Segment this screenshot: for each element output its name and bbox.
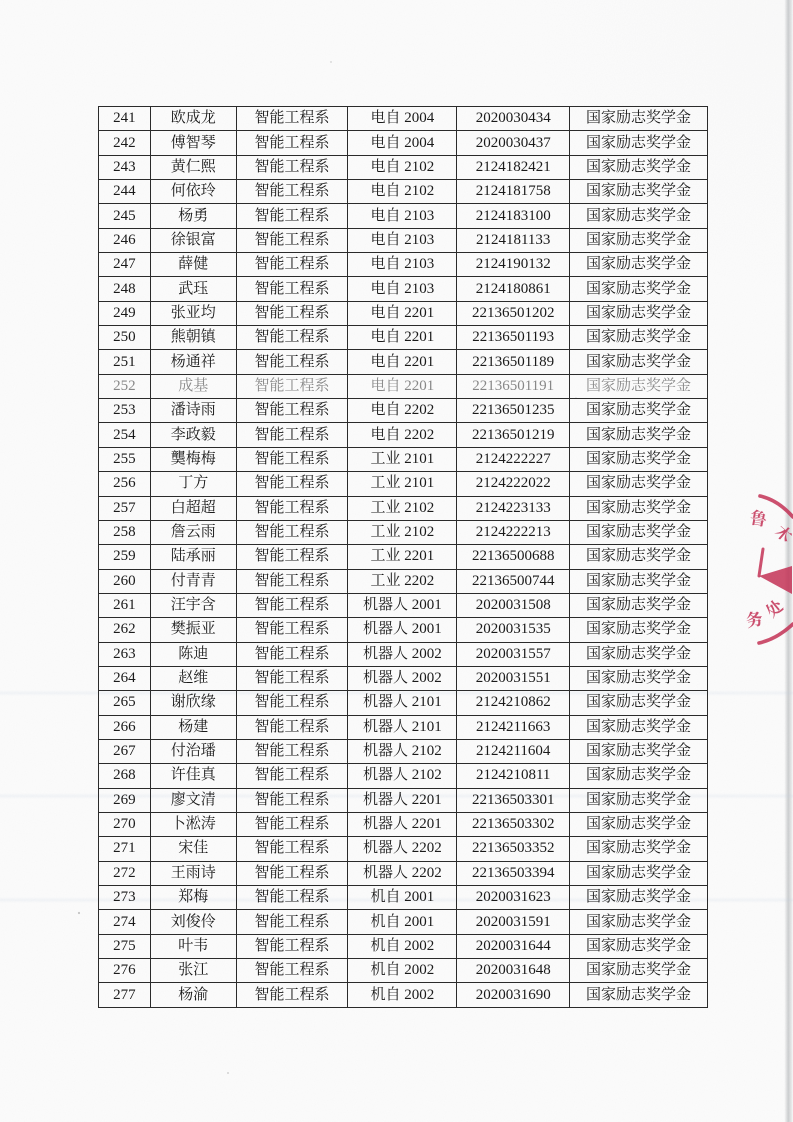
svg-text:木: 木 bbox=[771, 519, 793, 547]
svg-text:鲁: 鲁 bbox=[748, 503, 769, 531]
svg-text:务: 务 bbox=[744, 604, 765, 632]
svg-text:处: 处 bbox=[760, 593, 788, 622]
